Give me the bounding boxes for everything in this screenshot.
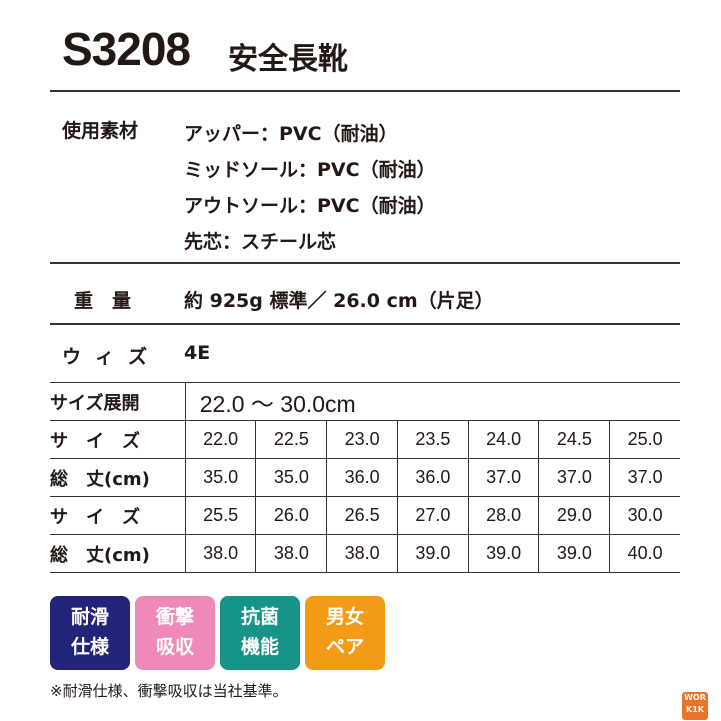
table-cell: 37.0 (609, 458, 680, 497)
table-cell: 38.0 (184, 534, 256, 573)
table-cell: 35.0 (184, 458, 256, 497)
feature-badge: 男女 ペア (305, 596, 385, 670)
table-cell: 22.5 (255, 420, 327, 459)
table-row: 総 丈(cm) 35.0 35.0 36.0 36.0 37.0 37.0 37.0 (50, 458, 680, 497)
table-row: 総 丈(cm) 38.0 38.0 38.0 39.0 39.0 39.0 40.0 (50, 534, 680, 573)
divider (50, 323, 680, 325)
feature-badge: 衝撃 吸収 (135, 596, 215, 670)
material-outsole: アウトソール：PVC（耐油） (184, 195, 436, 217)
table-cell: 36.0 (326, 458, 398, 497)
width-label: ウィズ (62, 346, 162, 368)
table-cell: 40.0 (609, 534, 680, 573)
badge-text: ペア (325, 636, 364, 658)
table-row: サ イ ズ 25.5 26.0 26.5 27.0 28.0 29.0 30.0 (50, 496, 680, 535)
table-cell: 28.0 (467, 496, 539, 535)
material-toecap: 先芯：スチール芯 (184, 231, 337, 253)
table-cell: 25.5 (184, 496, 256, 535)
table-row: サ イ ズ 22.0 22.5 23.0 23.5 24.0 24.5 25.0 (50, 420, 680, 459)
table-cell: 26.5 (326, 496, 398, 535)
table-cell: 36.0 (396, 458, 469, 497)
table-cell: 37.0 (467, 458, 539, 497)
table-cell: 27.0 (396, 496, 469, 535)
size-table: サイズ展開 22.0 ～ 30.0cm サ イ ズ 22.0 22.5 23.0 23.… (50, 382, 680, 573)
feature-badge: 抗菌 機能 (220, 596, 300, 670)
materials-label: 使用素材 (62, 120, 139, 142)
table-cell: 38.0 (255, 534, 327, 573)
table-cell: 39.0 (396, 534, 469, 573)
feature-badge: 耐滑 仕様 (50, 596, 130, 670)
table-cell: 39.0 (467, 534, 539, 573)
table-cell: 35.0 (255, 458, 327, 497)
materials-list: アッパー：PVC（耐油） ミッドソール：PVC（耐油） アウトソール：PVC（耐… (184, 116, 436, 260)
table-cell: 23.0 (326, 420, 398, 459)
material-midsole: ミッドソール：PVC（耐油） (184, 159, 436, 181)
size-range-row: サイズ展開 22.0 ～ 30.0cm (50, 382, 680, 421)
size-range-label: サイズ展開 (50, 382, 186, 421)
material-upper: アッパー：PVC（耐油） (184, 123, 398, 145)
row-label: サ イ ズ (50, 420, 186, 459)
row-label: サ イ ズ (50, 496, 186, 535)
divider (50, 90, 680, 92)
table-cell: 24.0 (467, 420, 539, 459)
table-cell: 24.5 (538, 420, 610, 459)
product-name: 安全長靴 (228, 42, 348, 77)
badge-text: 男女 (325, 606, 364, 628)
row-label: 総 丈(cm) (50, 534, 186, 573)
table-cell: 25.0 (609, 420, 680, 459)
badge-text: 吸収 (155, 636, 194, 658)
width-value: 4E (184, 342, 211, 364)
badge-text: 機能 (240, 636, 279, 658)
weight-label: 重 量 (74, 290, 132, 312)
product-code: S3208 (62, 23, 191, 75)
table-cell: 22.0 (184, 420, 256, 459)
size-range-value: 22.0 ～ 30.0cm (185, 382, 680, 421)
weight-value: 約 925g 標準／ 26.0 cm（片足） (184, 290, 494, 312)
table-cell: 39.0 (538, 534, 610, 573)
badge-text: 耐滑 (70, 606, 109, 628)
footnote: ※耐滑仕様、衝撃吸収は当社基準。 (50, 682, 288, 700)
table-cell: 30.0 (609, 496, 680, 535)
table-cell: 29.0 (538, 496, 610, 535)
table-cell: 23.5 (396, 420, 469, 459)
badge-text: 抗菌 (240, 606, 279, 628)
table-cell: 26.0 (255, 496, 327, 535)
table-cell: 37.0 (538, 458, 610, 497)
divider (50, 262, 680, 264)
brand-logo: WOR K1K (682, 692, 708, 720)
badge-text: 衝撃 (155, 606, 194, 628)
row-label: 総 丈(cm) (50, 458, 186, 497)
table-cell: 38.0 (326, 534, 398, 573)
badge-text: 仕様 (70, 636, 109, 658)
